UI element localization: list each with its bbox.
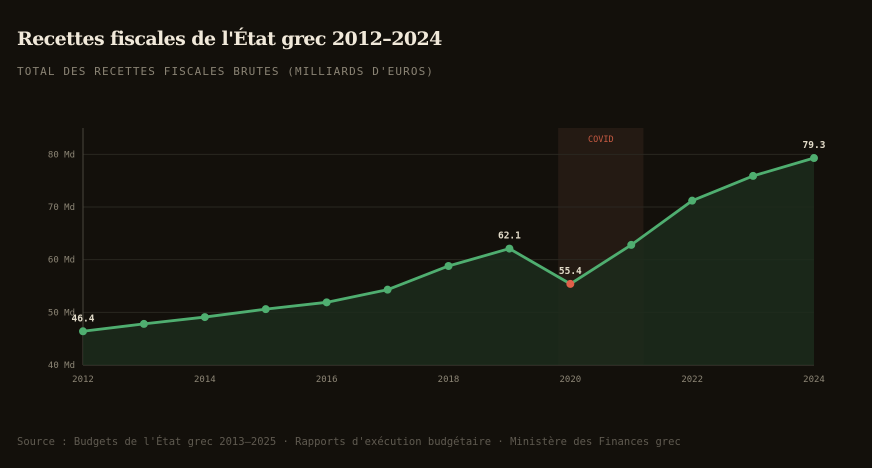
data-point [200,313,209,322]
data-label: 55.4 [559,266,582,277]
x-tick-label: 2024 [803,375,825,385]
data-point [139,319,148,328]
y-tick-label: 40 Md [48,361,75,371]
y-tick-label: 80 Md [48,150,75,160]
data-point [79,327,87,336]
data-point [688,196,697,205]
data-point [383,285,392,294]
x-tick-label: 2022 [681,375,703,385]
x-tick-label: 2016 [316,375,338,385]
x-tick-label: 2018 [438,375,460,385]
chart-subtitle: TOTAL DES RECETTES FISCALES BRUTES (MILL… [17,65,435,78]
x-tick-label: 2020 [559,375,581,385]
data-label: 46.4 [72,313,95,324]
x-tick-label: 2012 [72,375,94,385]
data-label: 79.3 [803,140,826,151]
y-tick-label: 50 Md [48,308,75,318]
data-point [810,154,818,163]
y-tick-label: 60 Md [48,256,75,266]
chart-title: Recettes fiscales de l'État grec 2012–20… [17,28,442,50]
covid-band-label: COVID [588,135,614,145]
data-label: 62.1 [498,231,521,242]
data-point [749,171,758,180]
x-tick-label: 2014 [194,375,216,385]
data-point [444,261,453,270]
data-point [322,298,331,307]
data-point [627,240,636,249]
y-tick-label: 70 Md [48,203,75,213]
data-point [505,244,514,253]
source-note: Source : Budgets de l'État grec 2013–202… [17,436,681,448]
data-point [566,279,575,288]
series-area [83,158,814,365]
data-point [261,305,270,314]
